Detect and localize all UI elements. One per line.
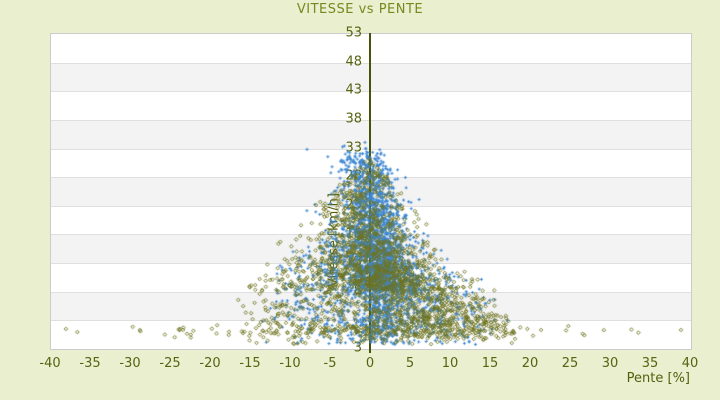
chart-title: VITESSE vs PENTE [296,2,424,17]
x-tick-label: 0 [365,356,375,371]
x-tick-label: 5 [405,356,415,371]
y-tick-label: 3 [353,340,362,356]
x-tick-label: -5 [323,356,337,371]
x-tick-label: -30 [119,356,141,371]
x-tick-label: 35 [641,356,659,371]
x-tick-label: 15 [481,356,499,371]
x-tick-label: 10 [441,356,459,371]
x-tick-label: 20 [521,356,539,371]
scatter-points-canvas [42,33,698,348]
x-tick-label: -40 [39,356,61,371]
x-tick-label: -20 [199,356,221,371]
x-tick-label: -10 [279,356,301,371]
x-tick-label: 25 [561,356,579,371]
x-tick-label: 30 [601,356,619,371]
x-tick-label: -35 [79,356,101,371]
x-tick-label: -15 [239,356,261,371]
x-tick-label: 40 [681,356,699,371]
x-tick-label: -25 [159,356,181,371]
x-axis-title: Pente [%] [626,371,690,386]
